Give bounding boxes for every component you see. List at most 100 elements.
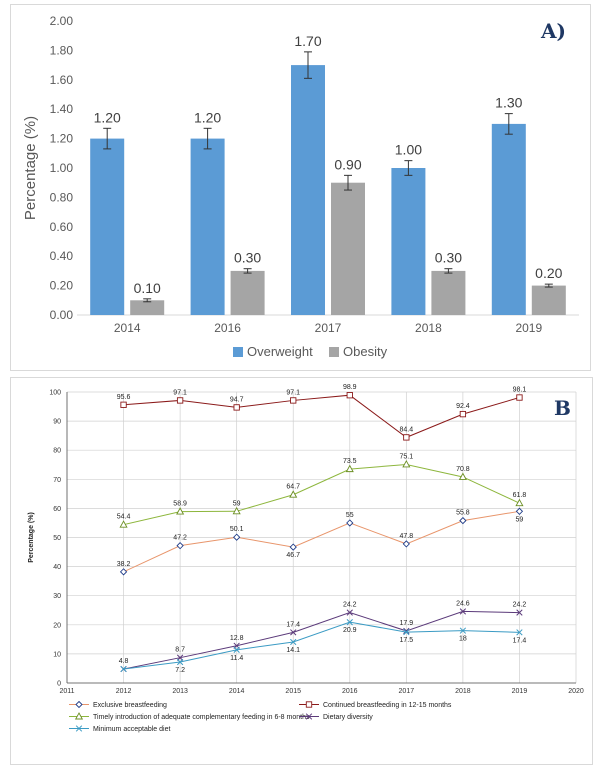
- data-label: 7.2: [175, 667, 185, 674]
- point-marker: [290, 397, 297, 404]
- legend-label-overweight: Overweight: [247, 344, 313, 359]
- series-line: [123, 394, 520, 438]
- bar-obesity: [230, 270, 265, 315]
- data-label: 98.1: [513, 387, 527, 394]
- x-tick-label: 2015: [285, 688, 301, 695]
- x-tick-label: 2017: [399, 688, 415, 695]
- data-label: 54.4: [117, 514, 131, 521]
- series-line: [123, 610, 520, 670]
- marker-stroke: [516, 609, 523, 616]
- y-axis-title: Percentage (%): [22, 116, 39, 220]
- data-label: 73.5: [343, 458, 357, 465]
- y-tick-label: 40: [53, 564, 61, 571]
- data-label: 24.2: [343, 602, 357, 609]
- y-tick-label: 0: [57, 681, 61, 688]
- point-marker: [289, 543, 297, 551]
- data-label: 20.9: [343, 627, 357, 634]
- y-tick-label: 1.60: [50, 73, 74, 87]
- data-label: 84.4: [400, 426, 414, 433]
- x-tick-label: 2013: [172, 688, 188, 695]
- point-marker: [119, 568, 128, 576]
- data-label: 1.20: [94, 109, 121, 125]
- bar-obesity: [431, 270, 466, 315]
- point-marker: [516, 394, 523, 401]
- chart-a-svg: 0.00 0.20 0.40 0.60 0.80 1.00 1.20 1.40 1.60 1.80…: [22, 14, 579, 359]
- y-tick-label: 1.80: [50, 43, 74, 57]
- y-tick-label: 80: [53, 448, 61, 455]
- data-label: 17.5: [400, 637, 414, 644]
- x-tick-label: 2016: [342, 688, 358, 695]
- point-marker: [459, 608, 467, 615]
- data-label: 11.4: [230, 655, 243, 662]
- point-marker: [346, 392, 353, 399]
- bar-overweight: [491, 123, 526, 316]
- legend-label: Continued breastfeeding in 12-15 months: [323, 702, 452, 709]
- legend-label: Timely introduction of adequate compleme…: [93, 714, 310, 721]
- legend-swatch-obesity: [329, 347, 339, 357]
- point-marker: [516, 629, 523, 636]
- y-tick-label: 1.40: [50, 102, 74, 116]
- marker-stroke: [459, 608, 467, 615]
- point-marker: [402, 540, 410, 548]
- data-label: 14.1: [286, 647, 300, 654]
- marker-stroke: [120, 665, 127, 673]
- series-line: [123, 510, 520, 573]
- point-marker: [290, 638, 297, 646]
- data-label: 4.8: [119, 658, 129, 665]
- legend-swatch-overweight: [233, 347, 243, 357]
- panel-label-b: B: [554, 396, 571, 420]
- data-label: 47.8: [400, 533, 414, 540]
- data-label: 1.20: [194, 109, 221, 125]
- marker-stroke: [403, 628, 410, 636]
- data-label: 12.8: [230, 635, 244, 642]
- data-label: 0.30: [435, 250, 462, 266]
- y-tick-label: 30: [53, 593, 61, 600]
- y-tick-label: 0.20: [50, 279, 74, 293]
- point-marker: [458, 472, 467, 480]
- y-tick-label: 50: [53, 535, 61, 542]
- point-marker: [403, 628, 410, 636]
- data-label: 46.7: [286, 552, 300, 559]
- point-marker: [459, 627, 467, 634]
- marker-stroke: [176, 658, 184, 666]
- point-marker: [345, 464, 354, 473]
- marker-stroke: [459, 627, 467, 634]
- point-marker: [176, 507, 185, 515]
- data-label: 55.8: [456, 510, 470, 517]
- data-label: 94.7: [230, 396, 244, 403]
- bar-overweight: [291, 65, 325, 315]
- legend-label-obesity: Obesity: [343, 344, 388, 359]
- point-marker: [290, 629, 297, 636]
- legend-label: Exclusive breastfeeding: [93, 702, 167, 709]
- series-line: [123, 621, 520, 670]
- data-label: 1.70: [294, 33, 321, 49]
- marker-stroke: [346, 609, 353, 616]
- data-label: 64.7: [286, 484, 300, 491]
- data-label: 17.4: [286, 621, 300, 628]
- marker-stroke: [290, 629, 297, 636]
- point-marker: [233, 646, 240, 653]
- point-marker: [119, 520, 128, 528]
- data-label: 17.4: [513, 637, 527, 644]
- data-label: 92.4: [456, 403, 470, 410]
- y-tick-label: 1.00: [50, 161, 74, 175]
- data-label: 1.30: [495, 95, 522, 111]
- y-axis-title: Percentage (%): [28, 512, 35, 563]
- y-tick-label: 1.20: [50, 132, 74, 146]
- legend-marker: [305, 713, 313, 720]
- point-marker: [346, 609, 353, 616]
- data-label: 47.2: [173, 535, 187, 542]
- chart-panel-b: 0 10 20 30 40 50 60 70 80 90 100 2011 2012 2013 2014 20…: [10, 377, 593, 765]
- series-line: [123, 463, 520, 526]
- y-tick-label: 90: [53, 419, 61, 426]
- data-label: 8.7: [175, 647, 185, 654]
- point-marker: [232, 506, 241, 515]
- point-marker: [346, 519, 354, 527]
- point-marker: [233, 533, 241, 541]
- legend-label: Minimum acceptable diet: [93, 726, 170, 733]
- point-marker: [176, 397, 184, 404]
- legend-marker: [74, 712, 84, 720]
- y-tick-label: 0.60: [50, 220, 74, 234]
- data-label: 0.10: [134, 280, 161, 296]
- y-tick-label: 70: [53, 477, 61, 484]
